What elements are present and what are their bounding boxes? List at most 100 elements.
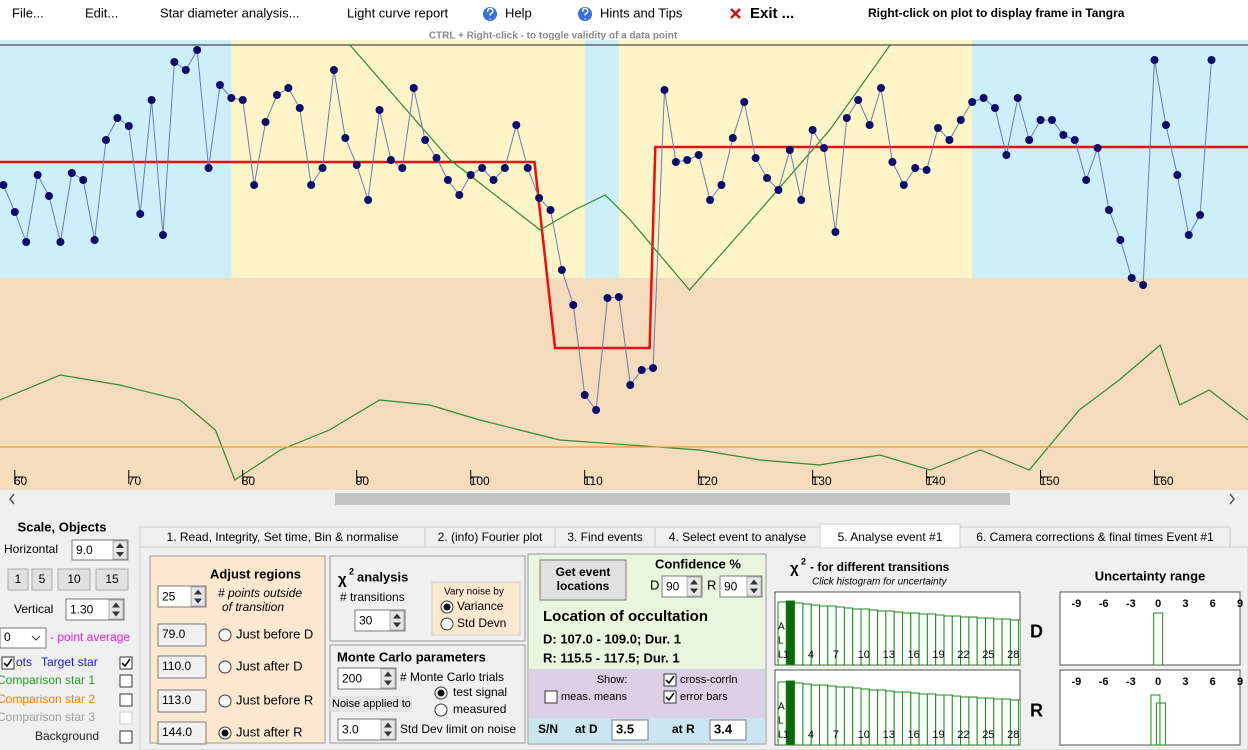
checkbox[interactable]	[119, 674, 133, 688]
data-point[interactable]	[626, 381, 635, 389]
data-point[interactable]	[1150, 56, 1159, 64]
data-point[interactable]	[181, 66, 190, 74]
data-point[interactable]	[443, 176, 452, 184]
data-point[interactable]	[557, 266, 566, 274]
data-point[interactable]	[523, 164, 532, 172]
data-point[interactable]	[0, 181, 8, 189]
spin-value[interactable]: 30	[359, 614, 373, 628]
tab-label[interactable]: 2. (info) Fourier plot	[438, 530, 543, 544]
data-point[interactable]	[67, 169, 76, 177]
data-point[interactable]	[683, 156, 692, 164]
radio-button[interactable]	[218, 628, 232, 642]
histogram-bar[interactable]	[1018, 699, 1027, 745]
data-point[interactable]	[1207, 56, 1216, 64]
histogram-bar[interactable]	[993, 618, 1003, 665]
data-point[interactable]	[147, 96, 156, 104]
data-point[interactable]	[614, 293, 623, 301]
data-point[interactable]	[990, 104, 999, 112]
data-point[interactable]	[1082, 176, 1091, 184]
data-point[interactable]	[10, 208, 19, 216]
button-label[interactable]: Get event	[556, 565, 611, 579]
region-box[interactable]	[157, 689, 207, 713]
tab-label[interactable]: 3. Find events	[567, 530, 642, 544]
spin-value[interactable]: 200	[342, 672, 362, 686]
radio-button[interactable]	[218, 694, 232, 708]
histogram-bar[interactable]	[993, 698, 1003, 745]
data-point[interactable]	[512, 121, 521, 129]
data-point[interactable]	[717, 181, 726, 189]
data-point[interactable]	[1070, 136, 1079, 144]
data-point[interactable]	[877, 84, 886, 92]
data-point[interactable]	[386, 156, 395, 164]
checkbox[interactable]	[119, 711, 133, 725]
data-point[interactable]	[250, 181, 259, 189]
data-point[interactable]	[592, 406, 601, 414]
histogram-bar[interactable]	[893, 611, 904, 665]
menu-item[interactable]: Hints and Tips	[600, 5, 683, 20]
data-point[interactable]	[341, 134, 350, 142]
data-point[interactable]	[569, 301, 578, 309]
histogram-bar[interactable]	[893, 691, 904, 745]
data-point[interactable]	[352, 161, 361, 169]
data-point[interactable]	[33, 171, 42, 179]
data-point[interactable]	[79, 176, 88, 184]
data-point[interactable]	[22, 238, 31, 246]
data-point[interactable]	[899, 181, 908, 189]
data-point[interactable]	[261, 118, 270, 126]
data-point[interactable]	[284, 84, 293, 92]
data-point[interactable]	[295, 104, 304, 112]
spin-buttons[interactable]	[686, 576, 702, 597]
histogram-bar[interactable]	[868, 609, 879, 665]
data-point[interactable]	[785, 146, 794, 154]
spin-buttons[interactable]	[746, 576, 762, 597]
data-point[interactable]	[466, 171, 475, 179]
spin-buttons[interactable]	[389, 610, 405, 631]
data-point[interactable]	[272, 91, 281, 99]
checkbox[interactable]	[544, 690, 558, 704]
spin-buttons[interactable]	[380, 719, 396, 740]
zoom-button-label[interactable]: 15	[105, 572, 119, 586]
data-point[interactable]	[1173, 171, 1182, 179]
menu-item[interactable]: Help	[505, 5, 532, 20]
data-point[interactable]	[307, 181, 316, 189]
checkbox[interactable]	[119, 730, 133, 744]
data-point[interactable]	[888, 158, 897, 166]
spin-buttons[interactable]	[190, 586, 206, 607]
data-point[interactable]	[728, 134, 737, 142]
zoom-button[interactable]	[7, 568, 29, 591]
data-point[interactable]	[546, 206, 555, 214]
histogram-bar[interactable]	[843, 686, 854, 745]
data-point[interactable]	[603, 294, 612, 302]
histogram-bar[interactable]	[819, 605, 829, 665]
data-point[interactable]	[865, 121, 874, 129]
data-point[interactable]	[831, 228, 840, 236]
tab[interactable]	[819, 523, 961, 549]
data-point[interactable]	[580, 391, 589, 399]
data-point[interactable]	[432, 154, 441, 162]
zoom-button-label[interactable]: 5	[39, 572, 46, 586]
data-point[interactable]	[45, 192, 54, 200]
data-point[interactable]	[158, 231, 167, 239]
data-point[interactable]	[1104, 206, 1113, 214]
data-point[interactable]	[1025, 136, 1034, 144]
tab[interactable]	[959, 526, 1231, 548]
checkbox[interactable]	[1, 656, 15, 670]
checkbox[interactable]	[119, 693, 133, 707]
histogram-bar[interactable]	[918, 693, 928, 745]
data-point[interactable]	[90, 236, 99, 244]
data-point[interactable]	[329, 66, 338, 74]
data-point[interactable]	[1184, 231, 1193, 239]
spin-buttons[interactable]	[108, 599, 124, 620]
data-point[interactable]	[136, 210, 145, 218]
data-point[interactable]	[170, 58, 179, 66]
histogram-bar[interactable]	[794, 602, 804, 665]
tab-label[interactable]: 5. Analyse event #1	[838, 530, 943, 544]
data-point[interactable]	[1116, 236, 1125, 244]
spin-buttons[interactable]	[380, 668, 396, 689]
data-point[interactable]	[649, 364, 658, 372]
tab-label[interactable]: 4. Select event to analyse	[669, 530, 807, 544]
data-point[interactable]	[751, 154, 760, 162]
data-point[interactable]	[455, 191, 464, 199]
data-point[interactable]	[421, 136, 430, 144]
data-point[interactable]	[922, 166, 931, 174]
